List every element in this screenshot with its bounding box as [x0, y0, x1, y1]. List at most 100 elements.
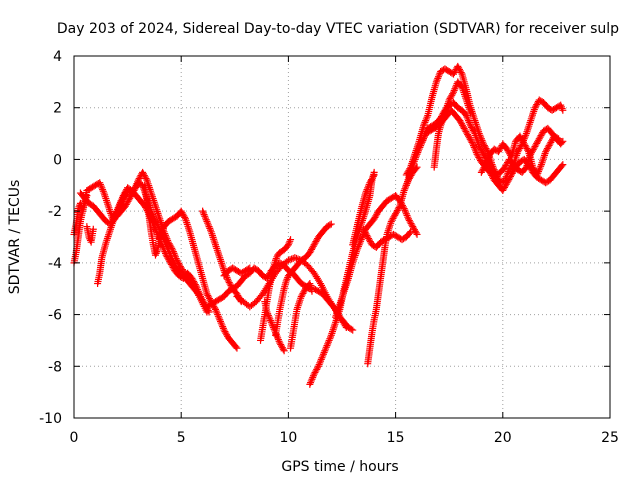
- data-point: [311, 368, 319, 376]
- data-point: [464, 132, 472, 140]
- data-point: [307, 377, 315, 385]
- data-point: [464, 115, 472, 123]
- data-point: [481, 143, 489, 151]
- data-point: [197, 294, 205, 302]
- data-point: [221, 328, 229, 336]
- data-point: [514, 148, 522, 156]
- data-point: [166, 249, 174, 257]
- data-point: [140, 171, 148, 179]
- data-point: [366, 179, 374, 187]
- data-point: [465, 118, 473, 126]
- data-point: [291, 254, 299, 262]
- data-point: [503, 179, 511, 187]
- data-point: [470, 128, 478, 136]
- data-point: [460, 124, 468, 132]
- data-point: [521, 141, 529, 149]
- data-point: [464, 117, 472, 125]
- data-point: [276, 339, 284, 347]
- data-point: [205, 293, 213, 301]
- data-point: [461, 126, 469, 134]
- data-point: [543, 145, 551, 153]
- data-point: [535, 166, 543, 174]
- data-point: [122, 200, 130, 208]
- data-point: [151, 251, 159, 259]
- data-point: [412, 152, 420, 160]
- data-point: [317, 357, 325, 365]
- data-point: [244, 265, 252, 273]
- data-point: [483, 157, 491, 165]
- data-point: [433, 76, 441, 84]
- data-point: [391, 211, 399, 219]
- data-point: [309, 373, 317, 381]
- data-point: [96, 180, 104, 188]
- data-point: [313, 236, 321, 244]
- data-point: [466, 135, 474, 143]
- data-point: [286, 237, 294, 245]
- data-point: [524, 146, 532, 154]
- data-point: [152, 249, 160, 257]
- data-point: [412, 154, 420, 162]
- data-point: [479, 149, 487, 157]
- data-point: [546, 140, 554, 148]
- data-point: [489, 173, 497, 181]
- data-point: [389, 214, 397, 222]
- data-point: [362, 187, 370, 195]
- data-point: [189, 276, 197, 284]
- data-point: [548, 137, 556, 145]
- data-point: [506, 174, 514, 182]
- data-point: [153, 221, 161, 229]
- data-point: [327, 333, 335, 341]
- data-point: [456, 67, 464, 75]
- data-point: [224, 277, 232, 285]
- data-point: [405, 216, 413, 224]
- data-point: [452, 83, 460, 91]
- data-point: [123, 199, 131, 207]
- data-point: [99, 187, 107, 195]
- data-point: [317, 355, 325, 363]
- data-point: [199, 297, 207, 305]
- data-point: [553, 134, 561, 142]
- data-point: [322, 345, 330, 353]
- data-point: [279, 345, 287, 353]
- data-point: [365, 180, 373, 188]
- data-point: [545, 141, 553, 149]
- data-point: [414, 147, 422, 155]
- data-point: [353, 246, 361, 254]
- grid: [74, 56, 610, 418]
- series-arc-17: [332, 192, 421, 321]
- data-point: [410, 224, 418, 232]
- data-point: [559, 106, 567, 114]
- data-point: [401, 206, 409, 214]
- data-point: [362, 230, 370, 238]
- data-point: [299, 289, 307, 297]
- data-point: [363, 186, 371, 194]
- data-point: [219, 323, 227, 331]
- data-point: [204, 219, 212, 227]
- data-point: [309, 242, 317, 250]
- data-point: [423, 113, 431, 121]
- data-point: [297, 292, 305, 300]
- data-point: [468, 138, 476, 146]
- data-point: [536, 133, 544, 141]
- data-point: [215, 314, 223, 322]
- series-arc-05: [94, 184, 132, 288]
- data-point: [153, 248, 161, 256]
- series-arc-09: [203, 259, 357, 334]
- data-point: [180, 212, 188, 220]
- data-point: [420, 133, 428, 141]
- series-arc-10: [220, 264, 254, 280]
- data-point: [201, 212, 209, 220]
- data-point: [450, 69, 458, 77]
- data-point: [462, 111, 470, 119]
- data-point: [467, 137, 475, 145]
- data-point: [307, 379, 315, 387]
- data-point: [89, 225, 97, 233]
- data-point: [171, 261, 179, 269]
- data-point: [469, 140, 477, 148]
- data-point: [152, 219, 160, 227]
- data-point: [316, 359, 324, 367]
- data-point: [459, 123, 467, 131]
- data-point: [324, 338, 332, 346]
- data-point: [264, 311, 272, 319]
- data-point: [246, 264, 254, 272]
